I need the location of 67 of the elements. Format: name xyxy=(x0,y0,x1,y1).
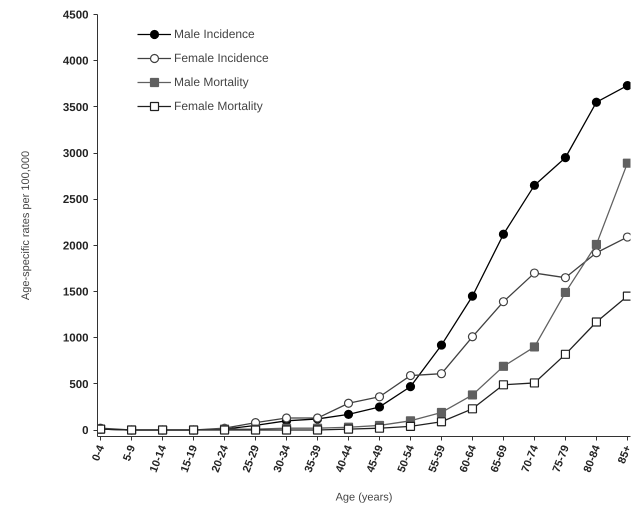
point xyxy=(592,98,602,107)
point xyxy=(436,417,446,426)
x-tick-label: 60-64 xyxy=(458,442,480,474)
point xyxy=(498,297,508,306)
point xyxy=(560,288,570,298)
point xyxy=(344,410,354,419)
point xyxy=(468,390,478,400)
y-tick-label: 1500 xyxy=(62,286,89,299)
x-tick-label: 80-84 xyxy=(582,442,604,474)
y-tick-label: 2000 xyxy=(62,240,89,252)
point xyxy=(530,180,540,190)
y-tick-label: 1000 xyxy=(62,332,89,345)
point xyxy=(468,292,478,301)
point xyxy=(498,230,508,239)
point xyxy=(530,378,540,388)
legend-label: Male Mortality xyxy=(174,74,249,91)
point xyxy=(592,240,602,250)
point xyxy=(436,369,446,378)
x-tick-label: 15-19 xyxy=(178,444,200,474)
point xyxy=(592,317,602,327)
x-tick-label: 45-49 xyxy=(364,444,386,474)
point xyxy=(530,268,540,278)
point xyxy=(530,342,540,352)
y-tick-label: 3500 xyxy=(62,102,89,114)
x-tick-label: 85+ xyxy=(616,444,634,466)
x-tick-label: 5-9 xyxy=(121,444,138,463)
x-tick-label: 0-4 xyxy=(90,442,108,463)
x-tick-label: 20-24 xyxy=(210,442,232,474)
y-tick-label: 2500 xyxy=(62,194,89,206)
y-tick-label: 0 xyxy=(82,425,89,438)
x-tick-label: 35-39 xyxy=(302,444,324,474)
x-axis-title: Age (years) xyxy=(336,492,392,504)
y-tick-label: 3000 xyxy=(62,148,89,160)
x-tick-label: 65-69 xyxy=(488,444,510,474)
x-tick-label: 40-44 xyxy=(334,442,356,474)
point xyxy=(468,404,478,414)
point xyxy=(436,408,446,418)
point xyxy=(406,422,416,431)
legend-label: Female Incidence xyxy=(174,50,269,67)
legend-label: Male Incidence xyxy=(174,26,255,43)
point xyxy=(468,332,478,342)
y-tick-label: 4000 xyxy=(62,56,89,68)
point xyxy=(560,153,570,162)
x-tick-label: 70-74 xyxy=(520,442,542,474)
point xyxy=(498,362,508,371)
x-tick-label: 10-14 xyxy=(148,442,170,474)
point xyxy=(592,248,602,258)
x-tick-label: 50-54 xyxy=(396,442,418,474)
x-tick-label: 55-59 xyxy=(426,444,448,474)
point xyxy=(374,424,384,433)
point xyxy=(436,340,446,350)
point xyxy=(560,273,570,282)
point xyxy=(374,392,384,402)
point xyxy=(560,350,570,359)
legend-label: Female Mortality xyxy=(174,98,263,115)
y-tick-label: 500 xyxy=(69,378,88,391)
x-tick-label: 30-34 xyxy=(272,442,294,474)
point xyxy=(282,413,292,423)
point xyxy=(498,380,508,390)
x-tick-label: 25-29 xyxy=(240,444,262,474)
point xyxy=(406,370,416,380)
x-tick-label: 75-79 xyxy=(550,444,572,474)
point xyxy=(344,398,354,408)
y-axis-title: Age-specific rates per 100,000 xyxy=(20,150,32,300)
point xyxy=(406,382,416,392)
point xyxy=(374,402,384,412)
y-tick-label: 4500 xyxy=(62,10,89,22)
